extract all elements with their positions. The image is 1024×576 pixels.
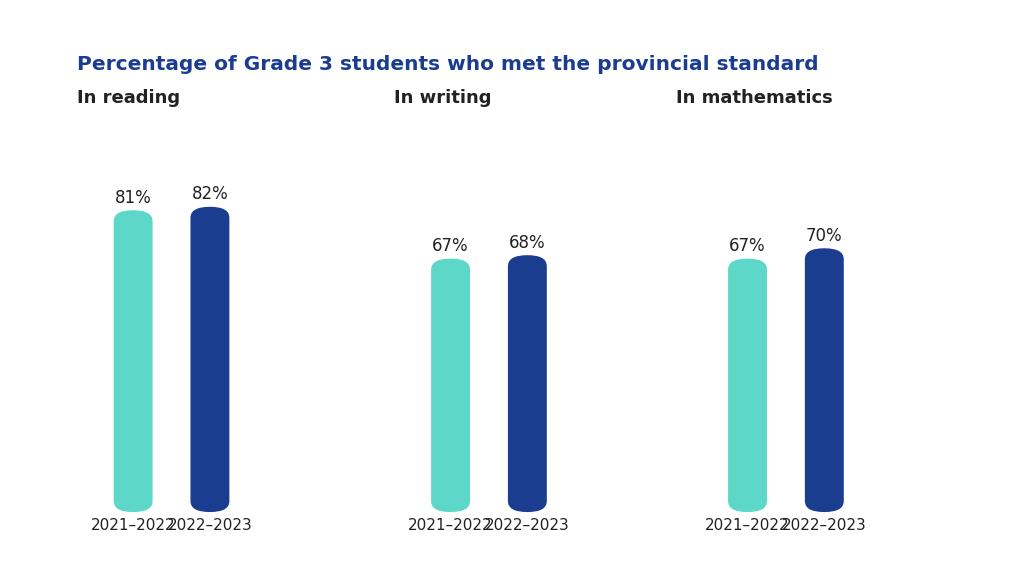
Text: 2021–2022: 2021–2022 <box>706 518 790 533</box>
Text: 2021–2022: 2021–2022 <box>409 518 493 533</box>
FancyBboxPatch shape <box>114 210 153 512</box>
Text: 2022–2023: 2022–2023 <box>782 518 866 533</box>
Text: 67%: 67% <box>432 237 469 255</box>
Text: 2022–2023: 2022–2023 <box>168 518 252 533</box>
Text: 2021–2022: 2021–2022 <box>91 518 175 533</box>
FancyBboxPatch shape <box>805 248 844 512</box>
Text: 67%: 67% <box>729 237 766 255</box>
FancyBboxPatch shape <box>508 255 547 512</box>
FancyBboxPatch shape <box>190 207 229 512</box>
Text: 2022–2023: 2022–2023 <box>485 518 569 533</box>
Text: 68%: 68% <box>509 234 546 252</box>
FancyBboxPatch shape <box>431 259 470 512</box>
Text: In mathematics: In mathematics <box>676 89 833 107</box>
Text: Percentage of Grade 3 students who met the provincial standard: Percentage of Grade 3 students who met t… <box>77 55 818 74</box>
Text: 70%: 70% <box>806 227 843 245</box>
FancyBboxPatch shape <box>728 259 767 512</box>
Text: In writing: In writing <box>394 89 492 107</box>
Text: 82%: 82% <box>191 185 228 203</box>
Text: In reading: In reading <box>77 89 180 107</box>
Text: 81%: 81% <box>115 189 152 207</box>
